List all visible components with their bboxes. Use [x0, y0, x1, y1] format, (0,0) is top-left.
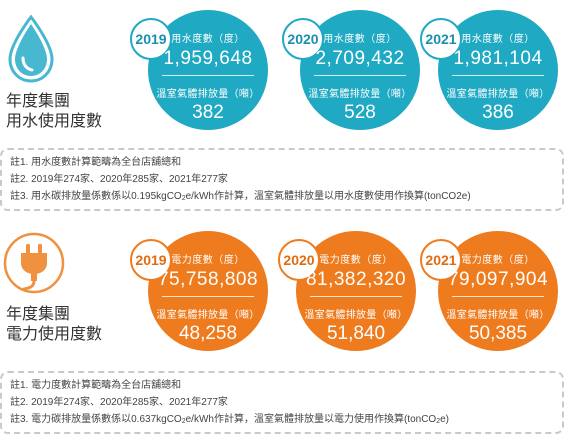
year-badge: 2019 — [130, 239, 172, 281]
water-usage-label: 用水度數（度） — [323, 34, 397, 45]
water-notes-box: 註1. 用水度數計算範疇為全台店舖總和 註2. 2019年274家、2020年2… — [0, 148, 564, 211]
power-usage-label: 電力度數（度） — [171, 255, 245, 266]
emission-value: 386 — [482, 102, 514, 123]
water-usage-value: 1,981,104 — [453, 48, 543, 69]
year-badge: 2020 — [278, 239, 320, 281]
power-title-line1: 年度集團 — [6, 306, 71, 323]
emission-label: 溫室氣體排放量（噸） — [446, 89, 550, 100]
power-title-line2: 電力使用度數 — [6, 326, 103, 343]
water-drop-icon — [8, 14, 54, 83]
water-card-2020: 2020 用水度數（度） 2,709,432 溫室氣體排放量（噸） 528 — [282, 10, 420, 130]
water-note-3-part2: e/kWh作計算，溫室氣體排放量以用水度數使用作換算(tonCO2e) — [185, 191, 471, 202]
water-usage-label: 用水度數（度） — [171, 34, 245, 45]
power-usage-value: 79,097,904 — [447, 269, 549, 290]
power-note-1: 註1. 電力度數計算範疇為全台店舖總和 — [10, 380, 182, 391]
divider — [452, 296, 544, 297]
power-usage-value: 81,382,320 — [305, 269, 407, 290]
year-badge: 2020 — [282, 18, 324, 60]
water-usage-label: 用水度數（度） — [461, 34, 535, 45]
water-title-line1: 年度集團 — [6, 93, 71, 110]
year-badge: 2021 — [420, 18, 462, 60]
emission-label: 溫室氣體排放量（噸） — [156, 89, 260, 100]
power-section-title: 年度集團 電力使用度數 — [6, 305, 102, 345]
water-card-2021: 2021 用水度數（度） 1,981,104 溫室氣體排放量（噸） 386 — [420, 10, 558, 130]
power-note-3: 註3. 電力碳排放量係數係以0.637kgCO2e/kWh作計算，溫室氣體排放量… — [10, 411, 554, 428]
water-usage-value: 1,959,648 — [163, 48, 253, 69]
power-usage-label: 電力度數（度） — [319, 255, 393, 266]
power-section: 年度集團 電力使用度數 2019 電力度數（度） 75,758,808 溫室氣體… — [0, 217, 574, 435]
emission-value: 528 — [344, 102, 376, 123]
emission-value: 382 — [192, 102, 224, 123]
divider — [314, 75, 406, 76]
water-section-title: 年度集團 用水使用度數 — [6, 92, 102, 132]
water-note-1: 註1. 用水度數計算範疇為全台店舖總和 — [10, 157, 182, 168]
water-card-2019: 2019 用水度數（度） 1,959,648 溫室氣體排放量（噸） 382 — [130, 10, 268, 130]
power-note-2: 註2. 2019年274家、2020年285家、2021年277家 — [10, 397, 228, 408]
power-notes-box: 註1. 電力度數計算範疇為全台店舖總和 註2. 2019年274家、2020年2… — [0, 371, 564, 434]
water-note-2: 註2. 2019年274家、2020年285家、2021年277家 — [10, 174, 228, 185]
water-title-line2: 用水使用度數 — [6, 113, 103, 130]
power-card-2021: 2021 電力度數（度） 79,097,904 溫室氣體排放量（噸） 50,38… — [420, 231, 558, 351]
power-card-2020: 2020 電力度數（度） 81,382,320 溫室氣體排放量（噸） 51,84… — [278, 231, 416, 351]
emission-label: 溫室氣體排放量（噸） — [304, 310, 408, 321]
divider — [310, 296, 402, 297]
divider — [162, 296, 254, 297]
emission-value: 51,840 — [326, 323, 386, 344]
year-badge: 2021 — [420, 239, 462, 281]
power-plug-icon — [3, 232, 65, 294]
emission-value: 50,385 — [468, 323, 528, 344]
power-note-3-sub2: 2 — [436, 418, 441, 425]
power-note-3-part2: e/kWh作計算，溫室氣體排放量以電力使用作換算(tonCO — [185, 414, 437, 425]
emission-label: 溫室氣體排放量（噸） — [446, 310, 550, 321]
power-note-3-sub: 2 — [181, 418, 186, 425]
water-section: 年度集團 用水使用度數 2019 用水度數（度） 1,959,648 溫室氣體排… — [0, 0, 574, 215]
power-usage-label: 電力度數（度） — [461, 255, 535, 266]
divider — [162, 75, 254, 76]
power-note-3-part1: 註3. 電力碳排放量係數係以0.637kgCO — [10, 414, 182, 425]
water-note-3-part1: 註3. 用水碳排放量係數係以0.195kgCO — [10, 191, 182, 202]
power-note-3-part3: e) — [440, 414, 450, 425]
year-badge: 2019 — [130, 18, 172, 60]
water-note-3-sub: 2 — [181, 195, 186, 202]
power-usage-value: 75,758,808 — [157, 269, 259, 290]
emission-label: 溫室氣體排放量（噸） — [156, 310, 260, 321]
emission-value: 48,258 — [178, 323, 238, 344]
divider — [452, 75, 544, 76]
power-card-2019: 2019 電力度數（度） 75,758,808 溫室氣體排放量（噸） 48,25… — [130, 231, 268, 351]
water-usage-value: 2,709,432 — [315, 48, 405, 69]
emission-label: 溫室氣體排放量（噸） — [308, 89, 412, 100]
water-note-3: 註3. 用水碳排放量係數係以0.195kgCO2e/kWh作計算，溫室氣體排放量… — [10, 188, 554, 205]
